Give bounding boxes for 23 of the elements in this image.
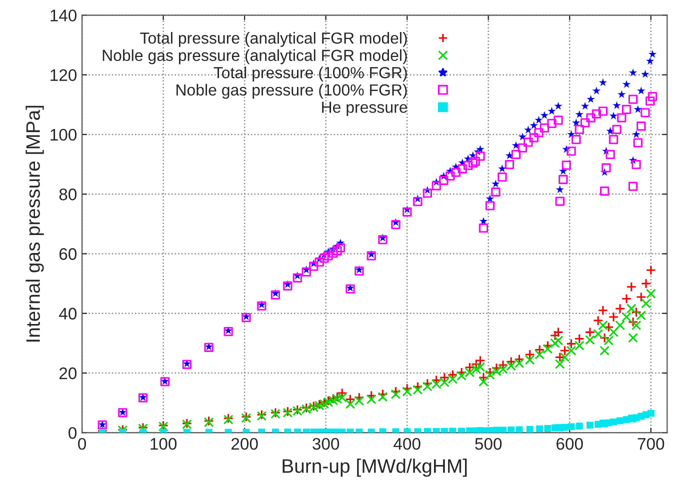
legend-label: Noble gas pressure (analytical FGR model): [102, 49, 407, 64]
y-tick-label: 20: [59, 367, 77, 380]
legend-label: Total pressure (analytical FGR model): [140, 32, 407, 47]
legend-label: Noble gas pressure (100% FGR): [176, 84, 407, 99]
x-tick-label: 0: [78, 438, 86, 450]
y-tick-label: 0: [68, 427, 77, 439]
y-axis-title: Internal gas pressure [MPa]: [26, 106, 44, 342]
legend-label: Total pressure (100% FGR): [214, 66, 407, 82]
y-tick-label: 80: [59, 188, 77, 200]
y-tick-label: 100: [50, 128, 77, 141]
x-tick-label: 200: [232, 438, 258, 450]
y-tick-label: 120: [50, 69, 77, 82]
x-axis-title: Burn-up [MWd/kgHM]: [282, 458, 467, 477]
x-tick-label: 100: [150, 438, 177, 450]
y-tick-label: 40: [59, 308, 77, 320]
x-tick-label: 300: [312, 438, 340, 450]
x-tick-label: 600: [556, 438, 583, 450]
y-tick-label: 140: [50, 10, 77, 22]
x-tick-label: 700: [638, 438, 664, 450]
x-tick-label: 400: [394, 438, 420, 450]
x-tick-label: 500: [475, 438, 502, 450]
y-tick-label: 60: [59, 248, 77, 260]
legend-label: He pressure: [322, 102, 408, 116]
